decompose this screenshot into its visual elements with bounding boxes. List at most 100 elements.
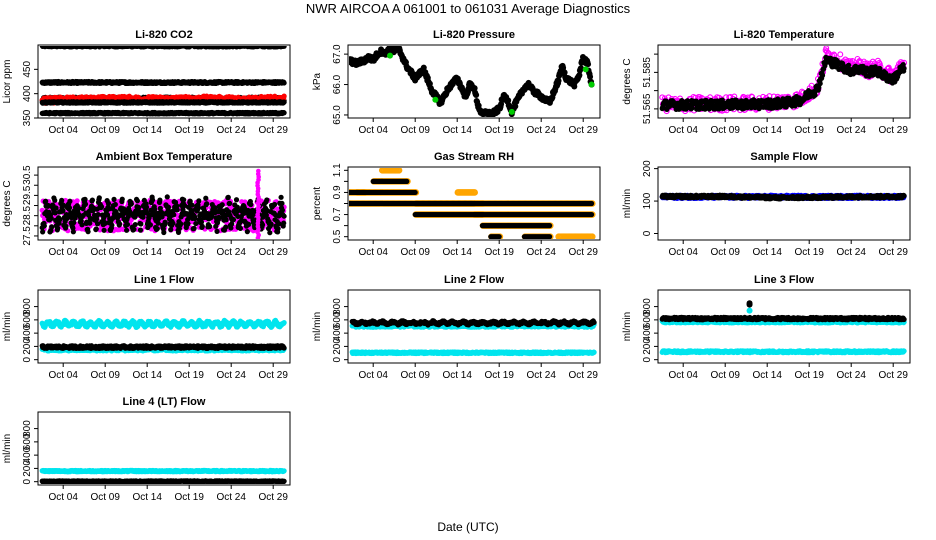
- y-tick-label: 65.0: [332, 105, 343, 125]
- data-point: [281, 99, 287, 105]
- y-tick-label: 27.5: [22, 226, 33, 246]
- data-point: [281, 80, 287, 86]
- data-point: [281, 93, 287, 99]
- data-point: [471, 85, 478, 92]
- panels-grid: Li-820 CO2 Licor ppm Oct 04 Oct 09 Oct 14 Oct…: [2, 29, 911, 503]
- panel-3: Li-820 Temperature degrees C Oct 04 Oct 09 O…: [622, 29, 911, 136]
- data-point: [576, 72, 583, 79]
- data-point: [74, 198, 80, 204]
- data-point: [508, 108, 515, 115]
- x-tick-label: Oct 14: [752, 125, 782, 136]
- data-point: [837, 51, 844, 58]
- data-point: [719, 97, 725, 103]
- x-tick-label: Oct 19: [484, 125, 514, 136]
- series-green: [387, 52, 595, 115]
- data-point: [555, 77, 562, 84]
- x-tick-label: Oct 09: [710, 125, 740, 136]
- y-tick-label: 28.5: [22, 205, 33, 225]
- figure-title: NWR AIRCOA A 061001 to 061031 Average Di…: [306, 1, 631, 16]
- x-tick-label: Oct 04: [48, 125, 78, 136]
- x-tick-label: Oct 09: [90, 247, 120, 258]
- data-point: [689, 105, 695, 111]
- plot-area: [349, 46, 595, 117]
- panel-title: Li-820 Pressure: [433, 29, 515, 41]
- panel-ylabel: Licor ppm: [2, 60, 13, 104]
- data-point: [846, 62, 852, 68]
- data-point: [426, 80, 433, 87]
- x-tick-label: Oct 24: [526, 125, 556, 136]
- x-tick-label: Oct 19: [794, 125, 824, 136]
- plot-area: [39, 168, 287, 239]
- data-point: [420, 64, 427, 71]
- y-tick-label: 66.0: [332, 74, 343, 94]
- y-tick-label: 400: [22, 85, 33, 102]
- x-tick-label: Oct 24: [216, 125, 246, 136]
- data-point: [281, 46, 287, 49]
- data-point: [901, 65, 907, 72]
- data-point: [281, 110, 287, 116]
- data-point: [582, 66, 589, 73]
- data-point: [432, 96, 439, 103]
- data-point: [585, 61, 592, 68]
- data-point: [387, 52, 393, 59]
- data-point: [823, 46, 830, 52]
- x-tick-label: Oct 04: [668, 125, 698, 136]
- series-black: [349, 46, 595, 117]
- x-tick-label: Oct 09: [400, 125, 430, 136]
- y-tick-label: 350: [22, 109, 33, 126]
- panel-ylabel: kPa: [312, 72, 323, 90]
- x-tick-label: Oct 29: [878, 125, 908, 136]
- data-point: [505, 97, 512, 104]
- data-point: [473, 92, 480, 99]
- series-black: [39, 78, 287, 87]
- x-tick-label: Oct 24: [216, 247, 246, 258]
- panel-title: Li-820 Temperature: [734, 29, 835, 41]
- data-point: [512, 103, 519, 110]
- x-tick-label: Oct 09: [90, 125, 120, 136]
- y-tick-label: 51.585: [642, 57, 653, 88]
- x-tick-label: Oct 04: [48, 247, 78, 258]
- x-tick-label: Oct 29: [568, 125, 598, 136]
- panel-title: Li-820 CO2: [135, 29, 192, 41]
- data-point: [812, 92, 818, 98]
- panel-1: Li-820 CO2 Licor ppm Oct 04 Oct 09 Oct 14 Oct…: [2, 29, 291, 136]
- panel-title: Ambient Box Temperature: [96, 151, 233, 163]
- data-point: [819, 72, 826, 78]
- y-tick-label: 67.0: [332, 44, 343, 64]
- y-tick-label: 51.565: [642, 93, 653, 124]
- data-point: [684, 98, 690, 104]
- panel-4: Ambient Box Temperature degrees C Oct 04 Oc…: [2, 151, 291, 258]
- data-point: [561, 69, 568, 76]
- plot-area: [659, 46, 908, 115]
- y-tick-label: 29.5: [22, 185, 33, 205]
- plot-frame: [37, 166, 291, 241]
- x-tick-label: Oct 14: [132, 247, 162, 258]
- plot-area: [39, 46, 287, 117]
- series-black: [39, 109, 287, 117]
- data-point: [816, 84, 822, 91]
- data-point: [587, 73, 594, 80]
- plot-frame: [347, 44, 601, 119]
- series-black: [39, 46, 287, 50]
- plot-frame: [657, 44, 911, 119]
- data-point: [577, 65, 584, 72]
- plot-frame: [37, 44, 291, 119]
- x-tick-label: Oct 19: [174, 247, 204, 258]
- x-tick-label: Oct 14: [442, 125, 472, 136]
- x-tick-label: Oct 24: [836, 125, 866, 136]
- x-tick-label: Oct 29: [258, 125, 288, 136]
- x-tick-label: Oct 04: [358, 125, 388, 136]
- panel-ylabel: degrees C: [622, 58, 633, 104]
- panel-2: Li-820 Pressure kPa Oct 04 Oct 09 Oct 14 Oct …: [312, 29, 601, 136]
- y-tick-label: 450: [22, 61, 33, 78]
- x-tick-label: Oct 19: [174, 125, 204, 136]
- x-tick-label: Oct 14: [132, 125, 162, 136]
- data-point: [849, 58, 856, 64]
- x-tick-label: Oct 29: [258, 247, 288, 258]
- series-black: [659, 54, 907, 112]
- panel-ylabel: degrees C: [2, 180, 13, 226]
- y-tick-label: 30.5: [22, 165, 33, 185]
- data-point: [588, 81, 595, 88]
- data-point: [748, 105, 754, 111]
